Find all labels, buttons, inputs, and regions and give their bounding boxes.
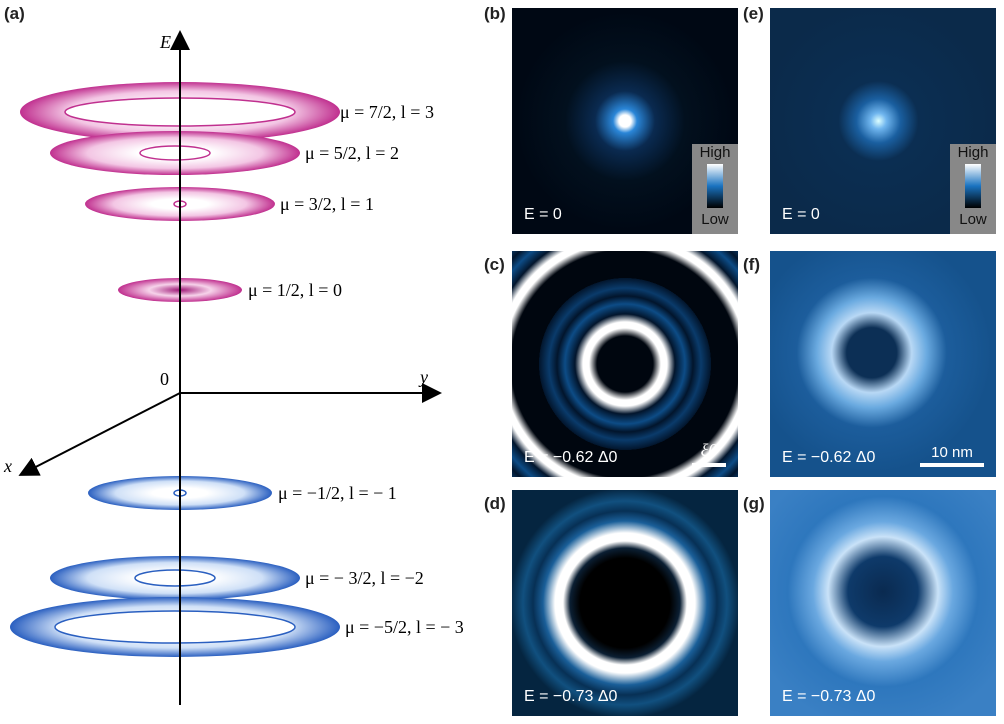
- panel-a-label: (a): [4, 4, 25, 23]
- x-axis: [18, 392, 181, 476]
- panel-e-image: E = 0 High Low: [770, 8, 996, 234]
- energy-label: E = 0: [524, 206, 562, 223]
- panel-g-image: E = −0.73 Δ0: [770, 490, 996, 716]
- panel-c-image: E = −0.62 Δ0 ξ0: [512, 251, 738, 477]
- ring-hole-1: [139, 145, 211, 161]
- energy-label: E = −0.73 Δ0: [524, 688, 618, 705]
- energy-label: E = 0: [782, 206, 820, 223]
- level-label: μ = 3/2, l = 1: [280, 194, 374, 214]
- scale-bar: ξ0: [692, 440, 726, 467]
- ring-hole-6: [54, 610, 296, 644]
- colorbar-low: Low: [701, 211, 729, 228]
- scale-label: ξ0: [700, 440, 718, 460]
- scale-label: 10 nm: [931, 444, 973, 461]
- colorbar-low: Low: [959, 211, 987, 228]
- panel-g-label: (g): [743, 494, 765, 513]
- colorbar: High Low: [692, 144, 738, 234]
- colorbar-high: High: [699, 144, 731, 161]
- level-label: μ = 5/2, l = 2: [305, 143, 399, 163]
- level-label: μ = 1/2, l = 0: [248, 280, 342, 300]
- e-axis-label: E: [159, 32, 171, 52]
- panel-d-image: E = −0.73 Δ0: [512, 490, 738, 716]
- ring-hole-5: [134, 569, 216, 587]
- energy-label: E = −0.62 Δ0: [782, 449, 876, 466]
- energy-level-diagram: E y x 0 μ = 7/2, l = 3 μ = 5/2, l = 2 μ = …: [3, 30, 464, 705]
- level-label: μ = −1/2, l = − 1: [278, 483, 397, 503]
- x-axis-label: x: [3, 456, 12, 476]
- panel-c-label: (c): [484, 255, 505, 274]
- panel-f-label: (f): [743, 255, 760, 274]
- level-label: μ = 7/2, l = 3: [340, 102, 434, 122]
- colorbar: High Low: [950, 144, 996, 234]
- panel-d-label: (d): [484, 494, 506, 513]
- y-axis-label: y: [418, 367, 428, 387]
- origin-label: 0: [160, 369, 169, 389]
- level-label: μ = −5/2, l = − 3: [345, 617, 464, 637]
- scale-bar: 10 nm: [920, 444, 984, 467]
- panel-b-label: (b): [484, 4, 506, 23]
- level-label: μ = − 3/2, l = −2: [305, 568, 424, 588]
- energy-label: E = −0.62 Δ0: [524, 449, 618, 466]
- energy-label: E = −0.73 Δ0: [782, 688, 876, 705]
- panel-e-label: (e): [743, 4, 764, 23]
- panel-f-image: E = −0.62 Δ0 10 nm: [770, 251, 996, 477]
- panel-b-image: E = 0 High Low: [512, 8, 738, 234]
- colorbar-high: High: [957, 144, 989, 161]
